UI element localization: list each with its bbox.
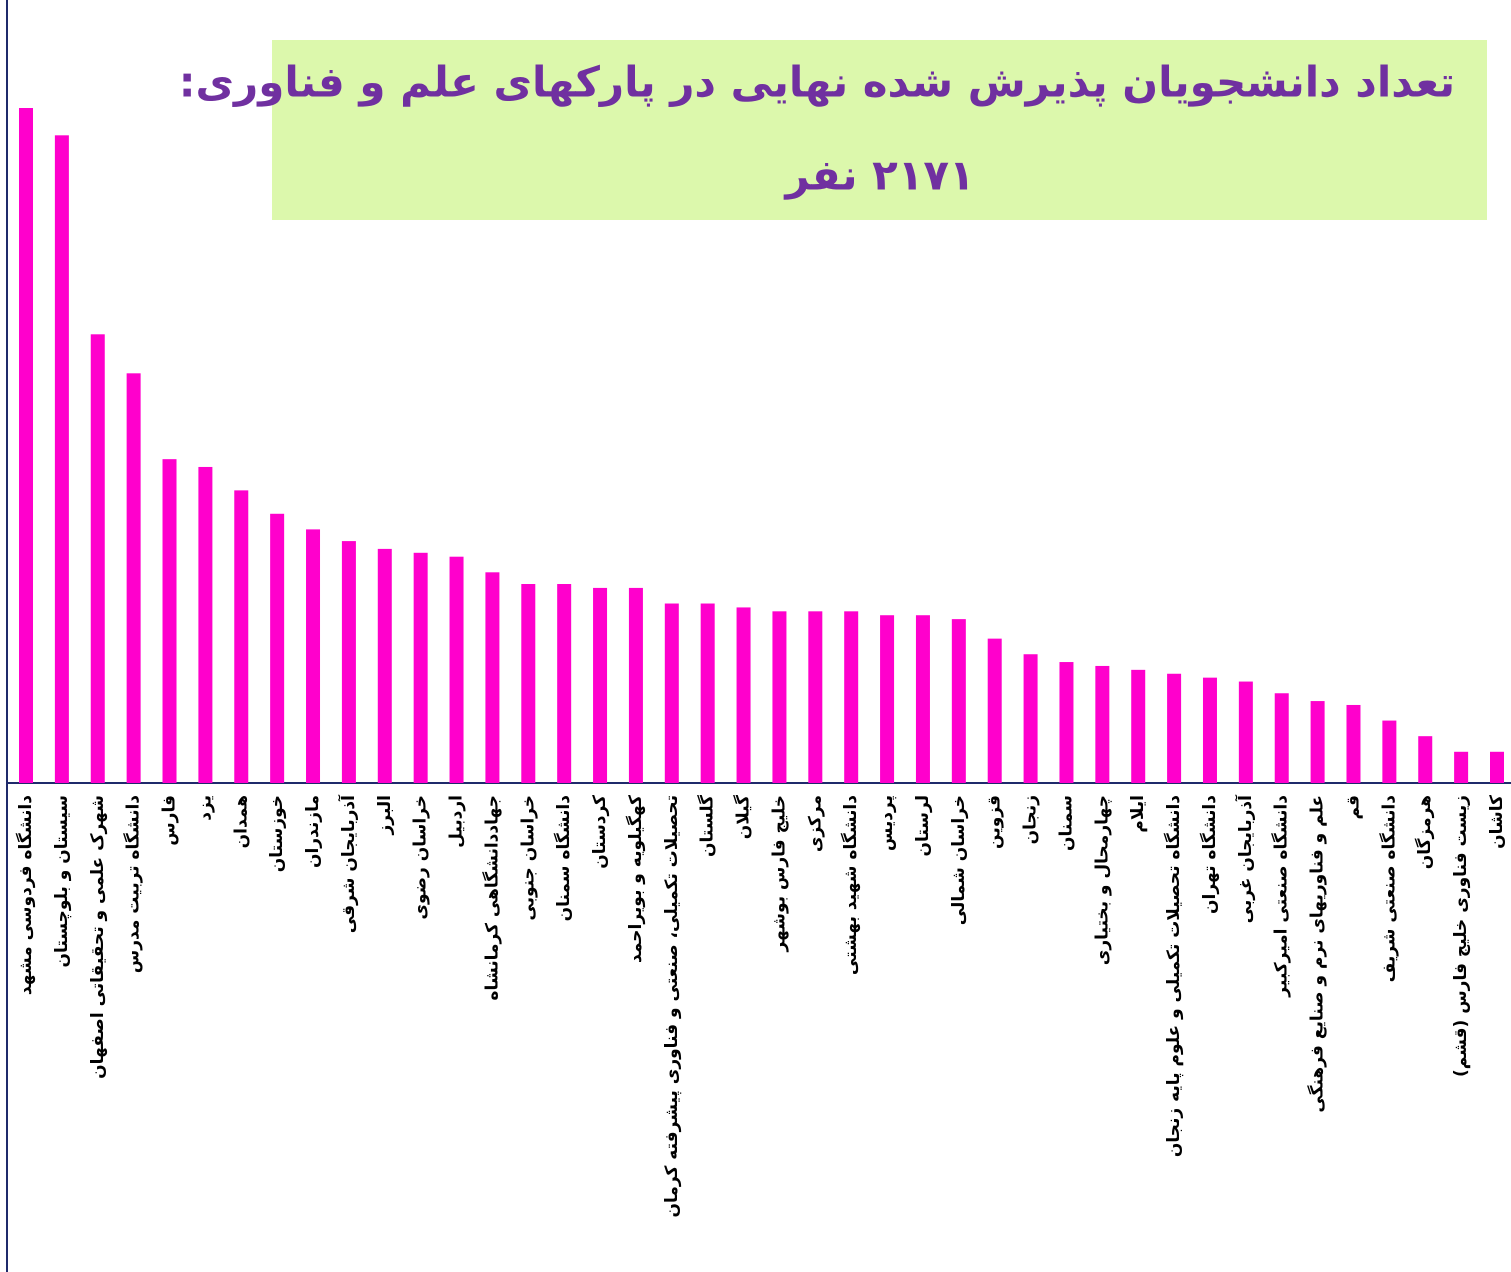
bar <box>915 615 930 783</box>
x-tick-label: سیستان و بلوچستان <box>52 795 72 968</box>
bar <box>90 334 105 783</box>
bar <box>19 108 33 783</box>
bar <box>485 572 500 783</box>
x-tick-label: دانشگاه تحصیلات تکمیلی و علوم پایه زنجان <box>1163 795 1184 1157</box>
bar <box>1095 665 1110 783</box>
bar <box>1238 681 1253 783</box>
bar <box>198 466 213 783</box>
x-tick-label: سمنان <box>1056 795 1076 851</box>
bar <box>593 587 608 783</box>
bar <box>413 552 428 783</box>
bar <box>234 490 249 783</box>
bar <box>162 459 177 783</box>
x-tick-label: آذربایجان شرقی <box>337 794 359 933</box>
x-tick-label: دانشگاه صنعتی امیرکبیر <box>1271 795 1292 998</box>
bar <box>987 638 1002 783</box>
bar <box>377 548 392 783</box>
bar <box>951 619 966 783</box>
bar <box>557 584 572 783</box>
x-tick-label: آذربایجان غربی <box>1234 794 1256 923</box>
bar <box>126 373 141 783</box>
bar <box>736 607 751 783</box>
chart-title: تعداد دانشجویان پذیرش شده نهایی در پارکه… <box>179 58 1455 108</box>
chart-subtitle: ۲۱۷۱ نفر <box>783 151 974 201</box>
x-tick-label: زیست فناوری خلیج فارس (قشم) <box>1451 795 1471 1077</box>
x-tick-label: البرز <box>375 795 395 836</box>
x-tick-label: جهاددانشگاهی کرمانشاه <box>481 795 502 1000</box>
x-tick-label: دانشگاه صنعتی شریف <box>1378 795 1399 983</box>
x-tick-label: دانشگاه تهران <box>1199 795 1220 914</box>
x-tick-label: اردبیل <box>447 795 467 848</box>
x-tick-label: خراسان رضوی <box>411 795 431 920</box>
bar <box>1202 677 1217 783</box>
x-tick-label: کاشان <box>1487 795 1507 849</box>
bar <box>521 584 536 783</box>
x-tick-label: کهگیلویه و بویراحمد <box>625 795 646 963</box>
title-box <box>272 40 1487 220</box>
x-tick-label: دانشگاه تربیت مدرس <box>123 795 144 974</box>
bar <box>664 603 679 783</box>
bar <box>306 529 321 783</box>
bar <box>700 603 715 783</box>
x-tick-label: خوزستان <box>267 795 287 872</box>
x-tick-label: همدان <box>231 795 251 848</box>
x-tick-label: فارس <box>160 795 180 846</box>
bar <box>1418 736 1433 783</box>
x-tick-label: کردستان <box>590 795 610 869</box>
x-tick-label: گیلان <box>733 795 754 839</box>
x-tick-label: لرستان <box>913 795 933 857</box>
x-tick-label: دانشگاه سمنان <box>553 795 574 922</box>
bar <box>1274 693 1289 783</box>
x-tick-label: دانشگاه فردوسی مشهد <box>15 795 36 995</box>
bar <box>1059 662 1074 783</box>
x-tick-label: مازندران <box>303 795 323 868</box>
bar <box>341 541 356 783</box>
bar <box>808 611 823 783</box>
x-tick-label: هرمزگان <box>1414 795 1435 869</box>
bar <box>1490 751 1504 783</box>
bar <box>1310 701 1325 783</box>
x-tick-label: تحصیلات تکمیلی، صنعتی و فناوری پیشرفته ک… <box>662 795 682 1218</box>
bar <box>628 587 643 783</box>
x-tick-label: پردیس <box>877 795 897 851</box>
x-tick-label: ایلام <box>1128 795 1148 833</box>
bar <box>844 611 859 783</box>
x-tick-label: قم <box>1343 795 1363 819</box>
bar <box>1131 669 1146 783</box>
bar <box>449 556 464 783</box>
x-tick-label: خلیج فارس بوشهر <box>769 795 789 953</box>
x-tick-label: خراسان شمالی <box>949 795 969 925</box>
bar <box>1167 673 1182 783</box>
x-tick-label: گلستان <box>697 795 718 857</box>
bar <box>1346 704 1361 783</box>
bar <box>772 611 787 783</box>
x-tick-label: علم و فناوریهای نرم و صنایع فرهنگی <box>1307 795 1328 1113</box>
x-tick-label: شهرک علمی و تحقیقاتی اصفهان <box>88 795 108 1079</box>
x-tick-label: مرکزی <box>805 795 825 852</box>
x-tick-label: یزد <box>195 795 215 821</box>
bar <box>1023 654 1038 783</box>
x-tick-label: قزوین <box>985 795 1005 849</box>
x-tick-label: چهارمحال و بختیاری <box>1092 795 1112 965</box>
bar <box>1454 751 1469 783</box>
x-tick-label: خراسان جنوبی <box>518 795 538 921</box>
bar <box>880 615 895 783</box>
bar <box>270 513 285 783</box>
x-tick-label: دانشگاه شهید بهشتی <box>840 795 861 975</box>
x-tick-label: زنجان <box>1021 795 1041 844</box>
bar <box>54 135 69 783</box>
bar <box>1382 720 1397 783</box>
